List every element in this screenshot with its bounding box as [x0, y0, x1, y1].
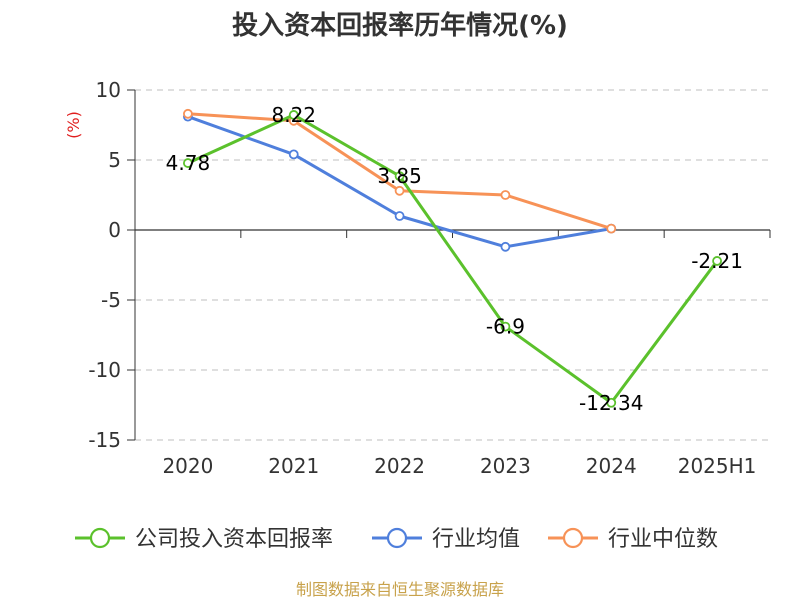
- chart-title: 投入资本回报率历年情况(%): [232, 10, 568, 41]
- data-label: 4.78: [166, 151, 211, 175]
- legend-marker-icon: [562, 527, 584, 549]
- series-line: [186, 113, 719, 405]
- x-tick-label: 2022: [374, 454, 425, 478]
- legend-label: 公司投入资本回报率: [135, 527, 333, 552]
- legend-marker-icon: [89, 527, 111, 549]
- series-lines: [183, 108, 722, 408]
- data-point[interactable]: [500, 241, 511, 252]
- data-point[interactable]: [288, 110, 299, 120]
- data-label: -12.34: [579, 391, 643, 415]
- data-point[interactable]: [183, 158, 193, 168]
- x-tick-label: 2023: [480, 454, 531, 478]
- data-point[interactable]: [288, 149, 299, 160]
- data-label: -2.21: [691, 249, 743, 273]
- y-tick-label: -5: [101, 288, 121, 312]
- y-tick-label: -15: [88, 428, 121, 452]
- data-point[interactable]: [394, 171, 405, 182]
- data-point[interactable]: [500, 190, 511, 200]
- data-label: -6.9: [486, 315, 525, 339]
- data-point[interactable]: [712, 256, 722, 266]
- y-axis-unit-label: (%): [64, 111, 83, 139]
- grid-lines: [135, 89, 770, 441]
- data-point[interactable]: [394, 211, 405, 221]
- data-point[interactable]: [500, 321, 511, 332]
- source-note: 制图数据来自恒生聚源数据库: [296, 580, 504, 599]
- data-label: 3.85: [377, 164, 422, 188]
- x-tick-label: 2021: [268, 454, 319, 478]
- y-tick-label: 0: [108, 218, 121, 242]
- x-tick-label: 2025H1: [678, 454, 757, 478]
- data-point[interactable]: [183, 108, 193, 119]
- data-point[interactable]: [606, 397, 617, 408]
- data-label: 8.22: [271, 103, 316, 127]
- legend-label: 行业均值: [432, 527, 520, 552]
- axes: 10 5 0 -5 -10 -15 2020 2021 2022 2023 2024 2025H1: [88, 78, 771, 478]
- legend-item[interactable]: 行业中位数: [548, 527, 718, 552]
- y-tick-label: 10: [96, 78, 121, 102]
- legend-marker-icon: [386, 527, 408, 549]
- x-tick-label: 2024: [586, 454, 637, 478]
- x-tick-label: 2020: [162, 454, 213, 478]
- y-tick-label: 5: [108, 148, 121, 172]
- data-labels: 4.78 8.22 3.85 -6.9 -12.34 -2.21: [166, 103, 743, 415]
- y-tick-label: -10: [88, 358, 121, 382]
- data-point[interactable]: [394, 185, 405, 196]
- legend: 公司投入资本回报率 行业均值 行业中位数: [75, 527, 718, 552]
- legend-item[interactable]: 公司投入资本回报率: [75, 527, 333, 552]
- data-point[interactable]: [606, 223, 617, 234]
- legend-label: 行业中位数: [608, 527, 718, 552]
- legend-item[interactable]: 行业均值: [372, 527, 520, 552]
